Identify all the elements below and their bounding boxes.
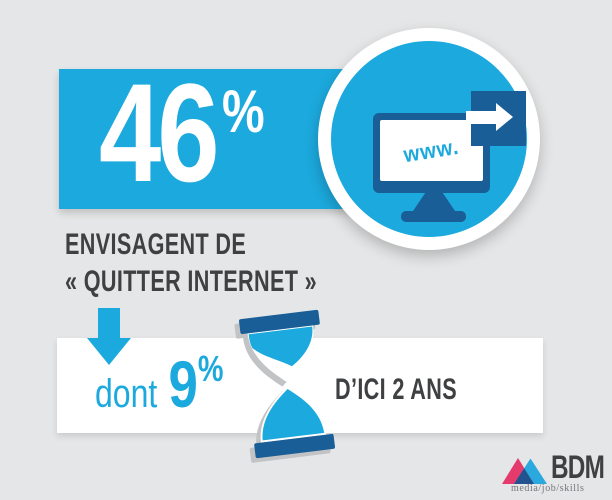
monitor-stand-base — [401, 211, 466, 222]
www-label: www. — [401, 133, 461, 167]
down-arrow-icon — [98, 308, 120, 339]
monitor-screen: www. — [380, 120, 483, 181]
hourglass-sand-bottom — [262, 388, 325, 441]
hourglass-icon — [234, 309, 336, 463]
monitor-icon: www. — [373, 113, 490, 193]
timeframe-label: D’ICI 2 ANS — [335, 373, 457, 406]
overlap-triangle — [514, 468, 534, 484]
arrow-right-icon — [466, 111, 496, 124]
hourglass-cap-bottom — [254, 433, 336, 459]
stat-46-percent-sign: % — [221, 78, 265, 145]
hourglass-cap-top — [238, 309, 320, 335]
bdm-triangles-icon — [502, 458, 547, 484]
badge-inner-circle: www. — [331, 41, 527, 237]
caption-line2: « QUITTER INTERNET » — [65, 264, 318, 298]
stat-9-percent-sign: % — [197, 348, 224, 389]
hourglass-sand-top — [248, 326, 313, 367]
logo-tagline: media/job/skills — [511, 483, 585, 494]
monitor-stand-neck — [413, 193, 455, 211]
stat-46: 46 % — [99, 63, 265, 203]
stat-9-value: 9 — [168, 347, 197, 421]
monitor-circle-badge: www. — [318, 28, 540, 250]
stat-46-value: 46 — [99, 54, 220, 211]
down-arrow-icon-head — [87, 338, 131, 365]
caption-line1: ENVISAGENT DE — [65, 228, 247, 261]
arrow-right-icon-head — [496, 103, 513, 131]
logo-name: BDM — [551, 449, 605, 485]
dont-label: dont — [95, 372, 158, 416]
caption: ENVISAGENT DE « QUITTER INTERNET » — [65, 227, 317, 300]
detail-band: dont 9 % D’ICI 2 ANS — [57, 338, 543, 433]
bdm-logo: BDM media/job/skills — [502, 451, 607, 495]
stat-9: dont 9 % — [95, 347, 224, 421]
